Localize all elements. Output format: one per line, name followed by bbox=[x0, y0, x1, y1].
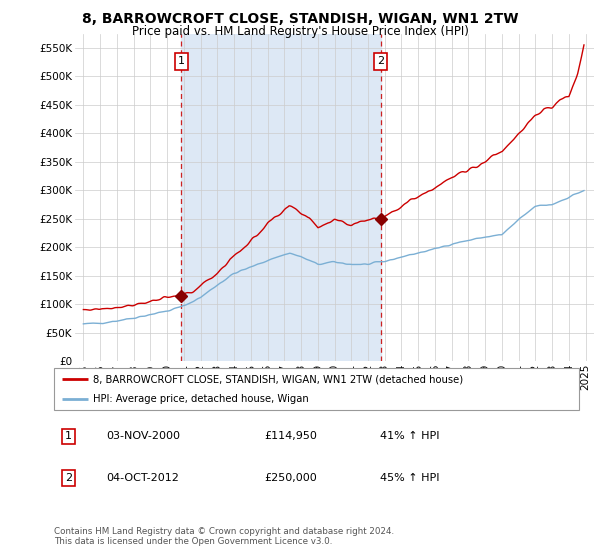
Text: 8, BARROWCROFT CLOSE, STANDISH, WIGAN, WN1 2TW (detached house): 8, BARROWCROFT CLOSE, STANDISH, WIGAN, W… bbox=[94, 374, 464, 384]
Text: HPI: Average price, detached house, Wigan: HPI: Average price, detached house, Wiga… bbox=[94, 394, 309, 404]
Bar bbox=[181, 34, 380, 361]
FancyBboxPatch shape bbox=[54, 368, 579, 410]
Text: 04-OCT-2012: 04-OCT-2012 bbox=[107, 473, 179, 483]
Text: 8, BARROWCROFT CLOSE, STANDISH, WIGAN, WN1 2TW: 8, BARROWCROFT CLOSE, STANDISH, WIGAN, W… bbox=[82, 12, 518, 26]
Text: £250,000: £250,000 bbox=[264, 473, 317, 483]
Text: 2: 2 bbox=[65, 473, 72, 483]
Text: 1: 1 bbox=[178, 57, 185, 67]
Text: £114,950: £114,950 bbox=[264, 431, 317, 441]
Text: 45% ↑ HPI: 45% ↑ HPI bbox=[380, 473, 439, 483]
Text: Price paid vs. HM Land Registry's House Price Index (HPI): Price paid vs. HM Land Registry's House … bbox=[131, 25, 469, 38]
Text: 41% ↑ HPI: 41% ↑ HPI bbox=[380, 431, 439, 441]
Text: Contains HM Land Registry data © Crown copyright and database right 2024.
This d: Contains HM Land Registry data © Crown c… bbox=[54, 526, 394, 546]
Text: 2: 2 bbox=[377, 57, 384, 67]
Text: 03-NOV-2000: 03-NOV-2000 bbox=[107, 431, 181, 441]
Text: 1: 1 bbox=[65, 431, 72, 441]
